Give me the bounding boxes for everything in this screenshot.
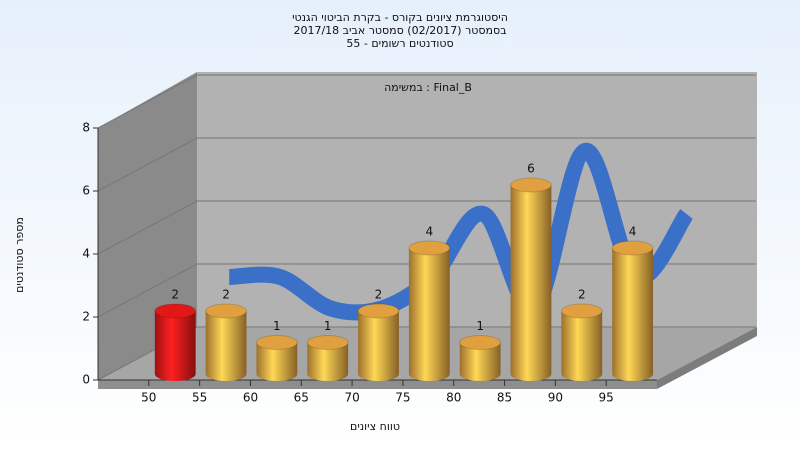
bar-top [255,335,298,350]
floor-side [657,327,757,389]
y-axis-label: מספר סטודנטים [13,217,26,293]
bar-body [358,311,399,381]
bar-body [459,342,501,381]
bar [560,303,603,381]
bar-body [510,185,552,381]
value-label: 1 [273,319,281,333]
x-tick-label: 50 [141,391,156,405]
x-tick-label: 95 [599,391,614,405]
bar [306,335,349,381]
x-tick-label: 70 [344,391,359,405]
bar [205,303,247,381]
x-axis-label: טווח ציונים [350,420,400,433]
x-tick-label: 75 [395,391,410,405]
title-line: בסמסטר (02/2017) סמסטר אביב 2017/18 [293,24,506,37]
value-label: 6 [527,162,535,176]
value-label: 2 [375,288,383,302]
bar-body [408,248,450,381]
bar-body [612,248,653,381]
back-wall [197,72,757,327]
value-label: 4 [425,225,433,239]
floor-edge [98,380,657,389]
bar-top [510,177,552,193]
value-label: 4 [629,225,637,239]
bar-top [357,303,400,319]
title-line: היסטוגרמת ציונים בקורס - בקרת הביטוי הגנ… [292,11,508,24]
y-tick-label: 4 [82,247,90,261]
bar [408,240,451,381]
left-wall [98,72,197,380]
grid-line [97,137,756,192]
x-tick-label: 60 [243,391,258,405]
x-tick-label: 55 [192,391,207,405]
x-tick-label: 80 [446,391,461,405]
bar [255,335,298,381]
bar-body [205,311,247,381]
bar [459,335,502,381]
value-label: 2 [222,288,230,302]
bar-top [560,303,603,319]
value-label: 2 [171,288,179,302]
bar [611,240,654,381]
bar-body [154,311,196,381]
y-tick-label: 6 [82,184,90,198]
bar [510,177,552,381]
bar-body [307,342,349,381]
annotation: במשימה : Final_B [384,81,472,94]
bar [357,303,400,381]
trend-ribbon [228,143,694,321]
x-tick-label: 90 [548,391,563,405]
bar-top [611,240,654,256]
grid-line [97,263,756,318]
y-tick-label: 2 [82,310,90,324]
bar-body [561,311,603,381]
x-tick-label: 85 [497,391,512,405]
y-tick-label: 8 [82,121,90,135]
value-label: 2 [578,288,586,302]
bar-top [205,303,247,319]
value-label: 1 [324,319,332,333]
value-label: 1 [476,319,484,333]
bar-top [306,335,349,350]
bar-top [459,335,502,350]
x-tick-label: 65 [294,391,309,405]
bar-top [154,303,197,319]
bar-top [408,240,451,256]
grid-line [97,74,756,129]
title-line: סטודנטים רשומים - 55 [346,37,453,50]
bar-body [256,342,298,381]
bar [154,303,197,381]
y-tick-label: 0 [82,373,90,387]
